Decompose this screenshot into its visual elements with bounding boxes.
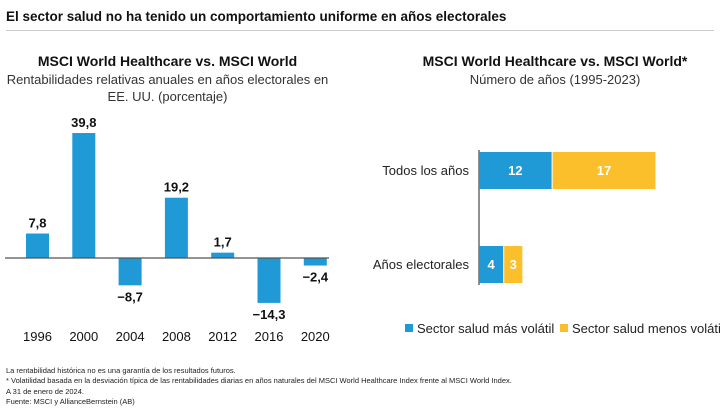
legend-swatch-yellow: [560, 324, 568, 332]
left-chart-subtitle-1: Rentabilidades relativas anuales en años…: [6, 72, 329, 87]
bar-2012: [211, 252, 235, 258]
bar-1996: [26, 233, 49, 258]
data-label-1996: 7,8: [28, 216, 46, 231]
right-chart-title: MSCI World Healthcare vs. MSCI World*: [422, 53, 688, 69]
category-label: Años electorales: [373, 257, 470, 272]
bar-value-label: 17: [597, 163, 611, 178]
bar-value-label: 4: [487, 257, 495, 272]
legend-label: Sector salud más volátil: [417, 321, 554, 336]
legend-label: Sector salud menos volátil: [572, 321, 720, 336]
legend-swatch-blue: [405, 324, 413, 332]
bar-2000: [72, 133, 96, 258]
bar-value-label: 12: [508, 163, 522, 178]
note: Fuente: MSCI y AllianceBernstein (AB): [6, 396, 135, 406]
data-label-2000: 39,8: [71, 115, 96, 130]
right-chart-subtitle: Número de años (1995-2023): [469, 72, 641, 87]
data-label-2016: −14,3: [253, 307, 286, 322]
x-tick-2008: 2008: [162, 329, 191, 344]
x-tick-2016: 2016: [255, 329, 284, 344]
note: * Volatilidad basada en la desviación tí…: [6, 376, 512, 386]
data-label-2020: −2,4: [302, 270, 328, 285]
x-tick-2000: 2000: [69, 329, 98, 344]
category-label: Todos los años: [382, 163, 469, 178]
x-tick-2020: 2020: [301, 329, 330, 344]
note: A 31 de enero de 2024.: [6, 386, 84, 396]
main-title: El sector salud no ha tenido un comporta…: [6, 9, 507, 24]
data-label-2008: 19,2: [164, 180, 189, 195]
bar-2016: [257, 258, 281, 303]
left-chart-title: MSCI World Healthcare vs. MSCI World: [37, 53, 298, 69]
footnotes: La rentabilidad histórica no es una gara…: [6, 366, 512, 407]
divider: [6, 30, 714, 31]
bar-menos-0: [552, 152, 656, 189]
bar-2020: [303, 258, 327, 266]
bar-mas-0: [479, 152, 552, 189]
bar-2008: [164, 197, 188, 258]
bar-mas-1: [479, 246, 504, 283]
bar-menos-1: [504, 246, 523, 283]
x-tick-2004: 2004: [116, 329, 145, 344]
data-label-2004: −8,7: [117, 289, 143, 304]
data-label-2012: 1,7: [214, 235, 232, 250]
left-chart-subtitle-2: EE. UU. (porcentaje): [107, 89, 228, 104]
bar-value-label: 3: [510, 257, 517, 272]
note: La rentabilidad histórica no es una gara…: [6, 366, 236, 375]
bar-2004: [118, 258, 142, 286]
x-tick-1996: 1996: [23, 329, 52, 344]
x-tick-2012: 2012: [208, 329, 237, 344]
